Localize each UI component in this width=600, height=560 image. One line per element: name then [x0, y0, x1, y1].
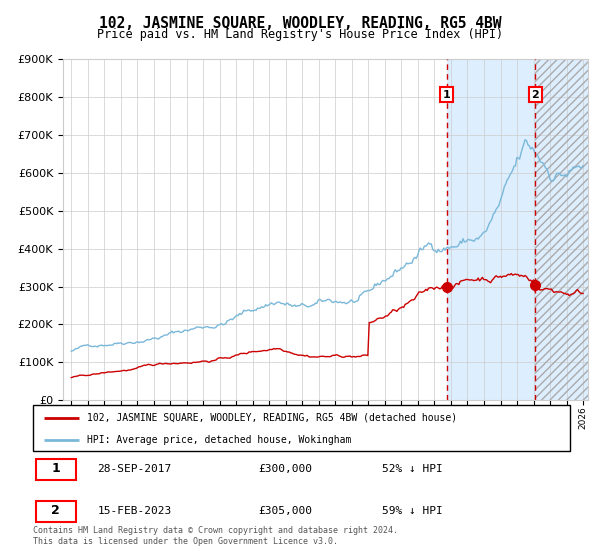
Text: 52% ↓ HPI: 52% ↓ HPI [382, 464, 443, 474]
Text: 1: 1 [52, 463, 60, 475]
Text: 102, JASMINE SQUARE, WOODLEY, READING, RG5 4BW: 102, JASMINE SQUARE, WOODLEY, READING, R… [99, 16, 501, 31]
FancyBboxPatch shape [35, 459, 76, 479]
Text: 15-FEB-2023: 15-FEB-2023 [97, 506, 172, 516]
Text: 102, JASMINE SQUARE, WOODLEY, READING, RG5 4BW (detached house): 102, JASMINE SQUARE, WOODLEY, READING, R… [87, 413, 457, 423]
FancyBboxPatch shape [33, 405, 570, 451]
Text: 59% ↓ HPI: 59% ↓ HPI [382, 506, 443, 516]
Bar [447, 59, 592, 400]
Text: HPI: Average price, detached house, Wokingham: HPI: Average price, detached house, Woki… [87, 435, 351, 445]
Text: 28-SEP-2017: 28-SEP-2017 [97, 464, 172, 474]
Bar [535, 59, 592, 400]
Text: Contains HM Land Registry data © Crown copyright and database right 2024.
This d: Contains HM Land Registry data © Crown c… [33, 526, 398, 546]
Text: 2: 2 [52, 505, 60, 517]
Text: 1: 1 [443, 90, 451, 100]
Text: 2: 2 [532, 90, 539, 100]
Text: £305,000: £305,000 [259, 506, 313, 516]
FancyBboxPatch shape [35, 501, 76, 521]
Text: £300,000: £300,000 [259, 464, 313, 474]
Text: Price paid vs. HM Land Registry's House Price Index (HPI): Price paid vs. HM Land Registry's House … [97, 28, 503, 41]
